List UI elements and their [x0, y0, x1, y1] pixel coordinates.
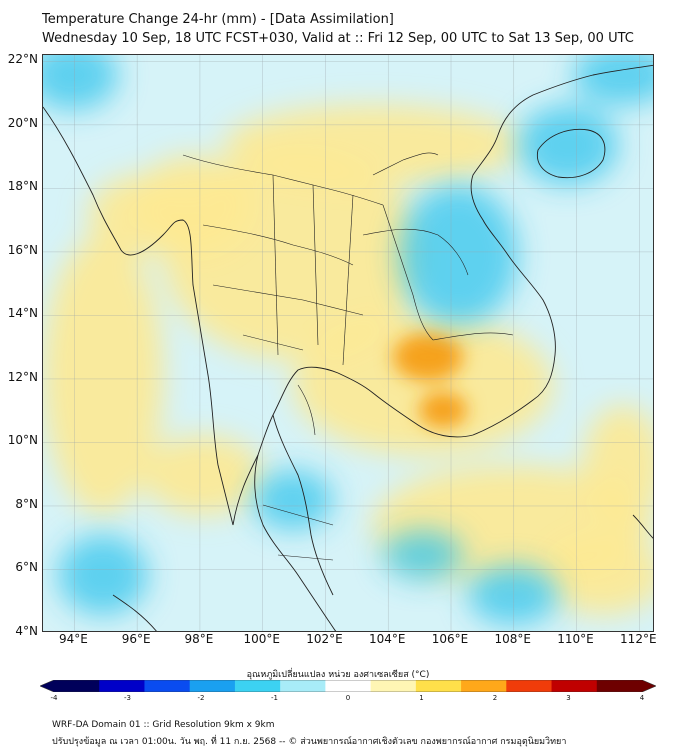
- lat-tick-label: 4°N: [15, 624, 38, 638]
- colorbar-tick-label: -2: [197, 694, 205, 702]
- colorbar-segment: [415, 680, 462, 692]
- administrative-borders: [182, 152, 514, 561]
- colorbar-tick-label: 0: [345, 694, 351, 702]
- map-title: Temperature Change 24-hr (mm) - [Data As…: [42, 12, 394, 27]
- map-subtitle: Wednesday 10 Sep, 18 UTC FCST+030, Valid…: [42, 31, 634, 46]
- colorbar-tick-label: -3: [124, 694, 131, 702]
- colorbar-label: อุณหภูมิเปลี่ยนแปลง หน่วย องศาเซลเซียส (…: [246, 670, 430, 680]
- lon-tick-label: 106°E: [431, 632, 469, 646]
- map-panel[interactable]: [42, 54, 654, 632]
- borneo-coast: [632, 514, 653, 539]
- colorbar-segment: [506, 680, 553, 692]
- colorbar-tick-label: 3: [566, 694, 571, 702]
- lon-tick-label: 112°E: [620, 632, 657, 646]
- colorbar-max-arrow: [642, 680, 656, 692]
- lon-tick-label: 94°E: [58, 632, 88, 646]
- lat-tick-label: 16°N: [7, 242, 38, 257]
- colorbar-tick-label: 1: [419, 694, 424, 702]
- colorbar-segment: [144, 680, 191, 692]
- temperature-field: [43, 55, 653, 625]
- lat-tick-label: 8°N: [15, 496, 38, 511]
- colorbar-segment: [370, 680, 417, 692]
- lat-tick-label: 6°N: [15, 560, 38, 575]
- lat-tick-label: 20°N: [7, 115, 38, 130]
- colorbar: [40, 680, 656, 692]
- colorbar-segment: [99, 680, 145, 692]
- colorbar-tick-label: 2: [492, 694, 498, 702]
- colorbar-segment: [54, 680, 100, 692]
- temperature-change-map[interactable]: [43, 55, 654, 632]
- coastlines: [43, 64, 653, 631]
- footer-update-info: ปรับปรุงข้อมูล ณ เวลา 01:00น. วัน พฤ. ที…: [52, 737, 567, 747]
- footer-model-info: WRF-DA Domain 01 :: Grid Resolution 9km …: [52, 720, 275, 730]
- colorbar-segment: [189, 680, 236, 692]
- colorbar-segment: [234, 680, 281, 692]
- lon-tick-label: 110°E: [557, 632, 594, 646]
- gulf-of-thailand-coast: [232, 64, 653, 526]
- lat-tick-label: 12°N: [7, 369, 38, 384]
- lat-lon-grid: [43, 55, 653, 631]
- colorbar-segment: [461, 680, 507, 692]
- colorbar-tick-label: 4: [639, 694, 645, 702]
- lat-tick-label: 14°N: [7, 306, 38, 321]
- colorbar-segment: [325, 680, 372, 692]
- lon-tick-label: 104°E: [368, 632, 406, 646]
- malay-peninsula-east-coast: [272, 414, 334, 596]
- colorbar-tick-label: -1: [271, 694, 278, 702]
- myanmar-coast: [43, 106, 234, 526]
- lat-tick-label: 10°N: [7, 433, 38, 448]
- colorbar-segment: [551, 680, 598, 692]
- colorbar-segment: [280, 680, 326, 692]
- lon-tick-label: 98°E: [184, 632, 214, 646]
- lon-tick-label: 108°E: [494, 632, 532, 646]
- lon-tick-label: 102°E: [306, 632, 343, 646]
- colorbar-min-arrow: [40, 680, 54, 692]
- lat-tick-label: 22°N: [7, 52, 38, 67]
- lat-tick-label: 18°N: [7, 179, 38, 194]
- lon-tick-label: 96°E: [121, 632, 151, 646]
- lon-tick-label: 100°E: [243, 632, 280, 646]
- colorbar-segment: [596, 680, 643, 692]
- sumatra-coast: [112, 594, 157, 631]
- malay-peninsula-coast: [254, 454, 337, 631]
- colorbar-tick-label: -4: [50, 694, 58, 702]
- hainan-island: [536, 128, 606, 179]
